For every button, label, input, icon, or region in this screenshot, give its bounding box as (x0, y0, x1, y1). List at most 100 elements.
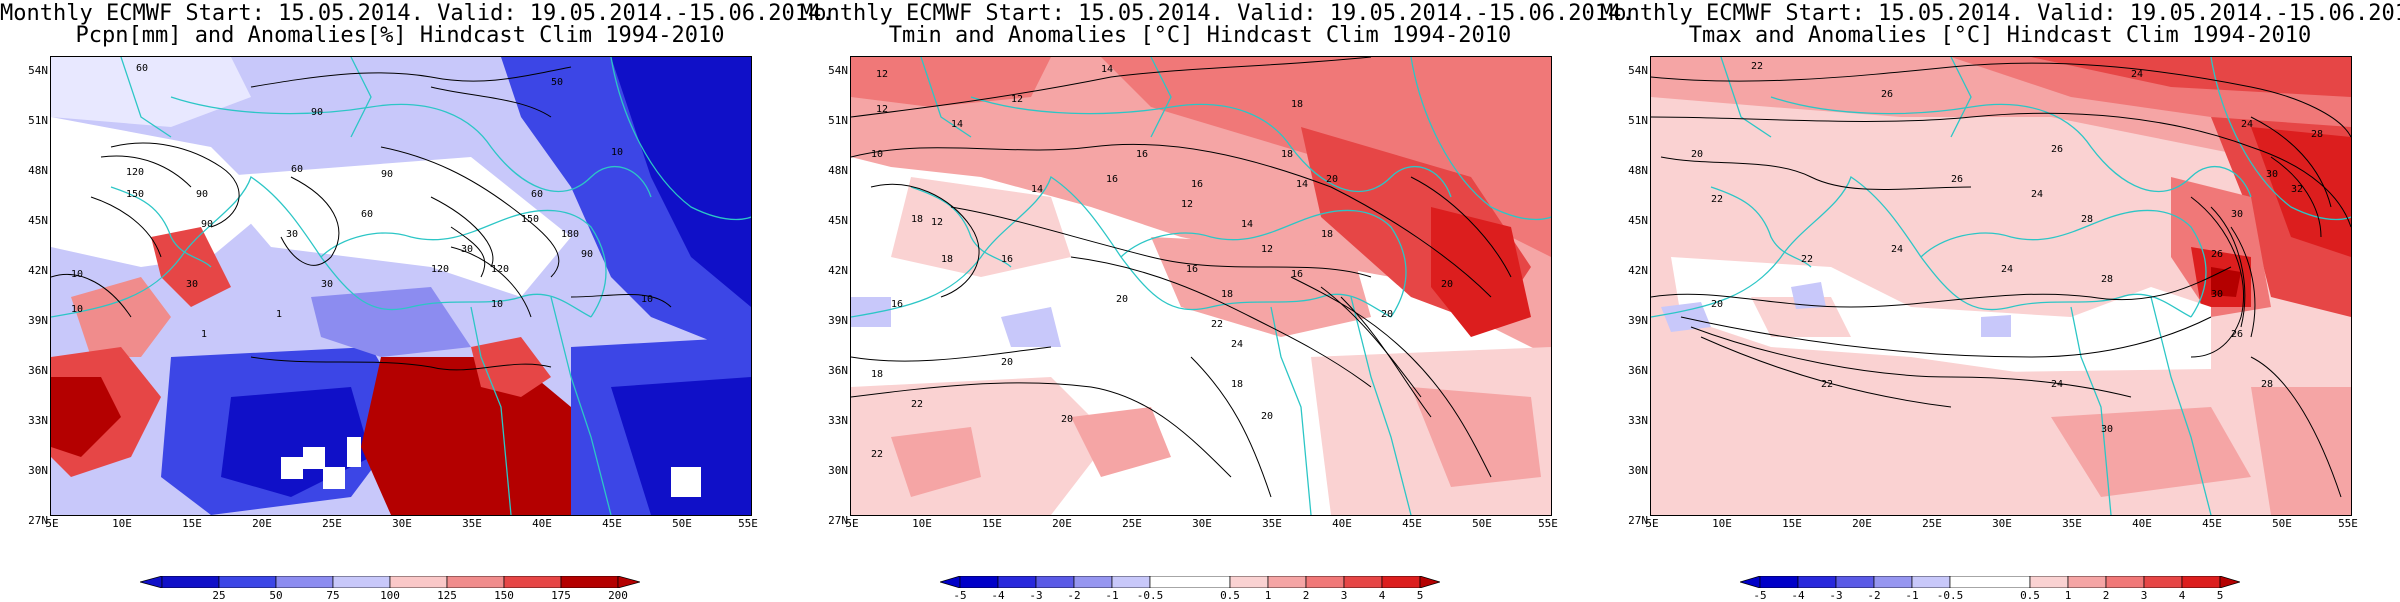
tmax-colorbar (1740, 576, 2240, 588)
lat-label: 51N (828, 114, 848, 127)
lon-label: 50E (2272, 517, 2292, 530)
colorbar-tick: 125 (437, 589, 457, 602)
contour-label: 20 (1261, 411, 1273, 422)
contour-label: 26 (1951, 174, 1963, 185)
contour-label: 30 (286, 229, 298, 240)
contour-label: 60 (361, 209, 373, 220)
contour-label: 18 (1231, 379, 1243, 390)
lat-label: 36N (28, 364, 48, 377)
contour-label: 60 (531, 189, 543, 200)
lat-label: 30N (1628, 464, 1648, 477)
precip-colorbar (140, 576, 640, 588)
contour-label: 150 (521, 214, 539, 225)
lat-label: 27N (1628, 514, 1648, 527)
contour-label: 30 (186, 279, 198, 290)
contour-label: 26 (2231, 329, 2243, 340)
contour-label: 10 (611, 147, 623, 158)
contour-label: 22 (1711, 194, 1723, 205)
contour-label: 20 (1116, 294, 1128, 305)
lat-label: 42N (1628, 264, 1648, 277)
precip-map: 60 90 50 10 120 150 90 60 90 30 150 60 3… (50, 56, 752, 516)
lon-label: 45E (1402, 517, 1422, 530)
lat-label: 27N (28, 514, 48, 527)
contour-label: 50 (551, 77, 563, 88)
colorbar-tick: -5 (953, 589, 967, 602)
lon-label: 25E (1922, 517, 1942, 530)
tmin-colorbar (940, 576, 1440, 588)
contour-label: 30 (2101, 424, 2113, 435)
lat-label: 39N (828, 314, 848, 327)
colorbar-tick: 3 (1340, 589, 1348, 602)
lat-label: 33N (28, 414, 48, 427)
tmin-title-line2: Tmin and Anomalies [°C] Hindcast Clim 19… (888, 23, 1512, 48)
contour-label: 28 (2101, 274, 2113, 285)
contour-label: 26 (2051, 144, 2063, 155)
lon-label: 5E (1645, 517, 1659, 530)
contour-label: 18 (1221, 289, 1233, 300)
contour-label: 90 (311, 107, 323, 118)
lon-label: 30E (1992, 517, 2012, 530)
contour-label: 10 (71, 304, 83, 315)
lon-label: 20E (252, 517, 272, 530)
contour-label: 120 (491, 264, 509, 275)
contour-label: 12 (1261, 244, 1273, 255)
precip-title-line1: Monthly ECMWF Start: 15.05.2014. Valid: … (0, 1, 835, 26)
contour-label: 20 (1001, 357, 1013, 368)
colorbar-tick: -4 (1791, 589, 1805, 602)
contour-label: 180 (561, 229, 579, 240)
colorbar-tick: 200 (608, 589, 628, 602)
contour-label: 1 (201, 329, 207, 340)
contour-label: 16 (1136, 149, 1148, 160)
lon-label: 25E (322, 517, 342, 530)
colorbar-tick: -4 (991, 589, 1005, 602)
contour-label: 60 (136, 63, 148, 74)
contour-label: 30 (2266, 169, 2278, 180)
lat-label: 45N (28, 214, 48, 227)
contour-label: 14 (1031, 184, 1043, 195)
lat-label: 42N (828, 264, 848, 277)
contour-label: 10 (641, 294, 653, 305)
contour-label: 120 (431, 264, 449, 275)
contour-label: 18 (1321, 229, 1333, 240)
contour-label: 120 (126, 167, 144, 178)
lon-label: 5E (845, 517, 859, 530)
tmax-map: 22 24 26 24 26 28 30 32 20 22 24 26 28 3… (1650, 56, 2352, 516)
contour-label: 14 (1101, 64, 1113, 75)
colorbar-tick: -1 (1905, 589, 1919, 602)
contour-label: 12 (931, 217, 943, 228)
tmax-panel: Monthly ECMWF Start: 15.05.2014. Valid: … (1600, 0, 2400, 602)
contour-label: 150 (126, 189, 144, 200)
contour-label: 22 (1821, 379, 1833, 390)
colorbar-tick: 175 (551, 589, 571, 602)
contour-label: 16 (1191, 179, 1203, 190)
contour-label: 12 (1011, 94, 1023, 105)
lat-label: 39N (1628, 314, 1648, 327)
contour-label: 24 (2051, 379, 2063, 390)
contour-label: 24 (2031, 189, 2043, 200)
contour-label: 18 (871, 369, 883, 380)
lon-label: 55E (2338, 517, 2358, 530)
contour-label: 20 (1381, 309, 1393, 320)
lat-label: 51N (28, 114, 48, 127)
tmin-panel: Monthly ECMWF Start: 15.05.2014. Valid: … (800, 0, 1634, 602)
lat-label: 54N (28, 64, 48, 77)
lat-label: 36N (1628, 364, 1648, 377)
lat-label: 54N (828, 64, 848, 77)
contour-label: 18 (1291, 99, 1303, 110)
lat-label: 27N (828, 514, 848, 527)
precip-panel: Monthly ECMWF Start: 15.05.2014. Valid: … (0, 0, 835, 602)
contour-label: 30 (2231, 209, 2243, 220)
contour-label: 90 (201, 219, 213, 230)
contour-label: 24 (1231, 339, 1243, 350)
colorbar-tick: -0.5 (1936, 589, 1964, 602)
contour-label: 28 (2081, 214, 2093, 225)
contour-label: 32 (2291, 184, 2303, 195)
lon-label: 15E (982, 517, 1002, 530)
lon-label: 35E (462, 517, 482, 530)
colorbar-tick: -1 (1105, 589, 1119, 602)
lat-label: 30N (828, 464, 848, 477)
contour-label: 18 (911, 214, 923, 225)
contour-label: 90 (381, 169, 393, 180)
contour-label: 26 (2211, 249, 2223, 260)
lat-label: 48N (828, 164, 848, 177)
